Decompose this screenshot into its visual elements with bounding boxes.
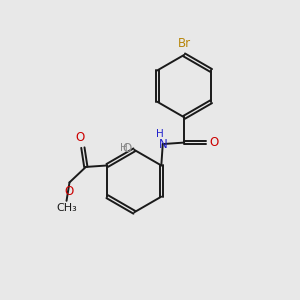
Text: O: O — [76, 131, 85, 144]
Text: H: H — [120, 143, 128, 153]
Text: Br: Br — [178, 38, 191, 50]
Text: H: H — [156, 129, 164, 139]
Text: O: O — [65, 185, 74, 198]
Text: N: N — [158, 138, 167, 151]
Text: O: O — [209, 136, 218, 149]
Text: O: O — [123, 142, 132, 155]
Text: CH₃: CH₃ — [56, 203, 77, 213]
